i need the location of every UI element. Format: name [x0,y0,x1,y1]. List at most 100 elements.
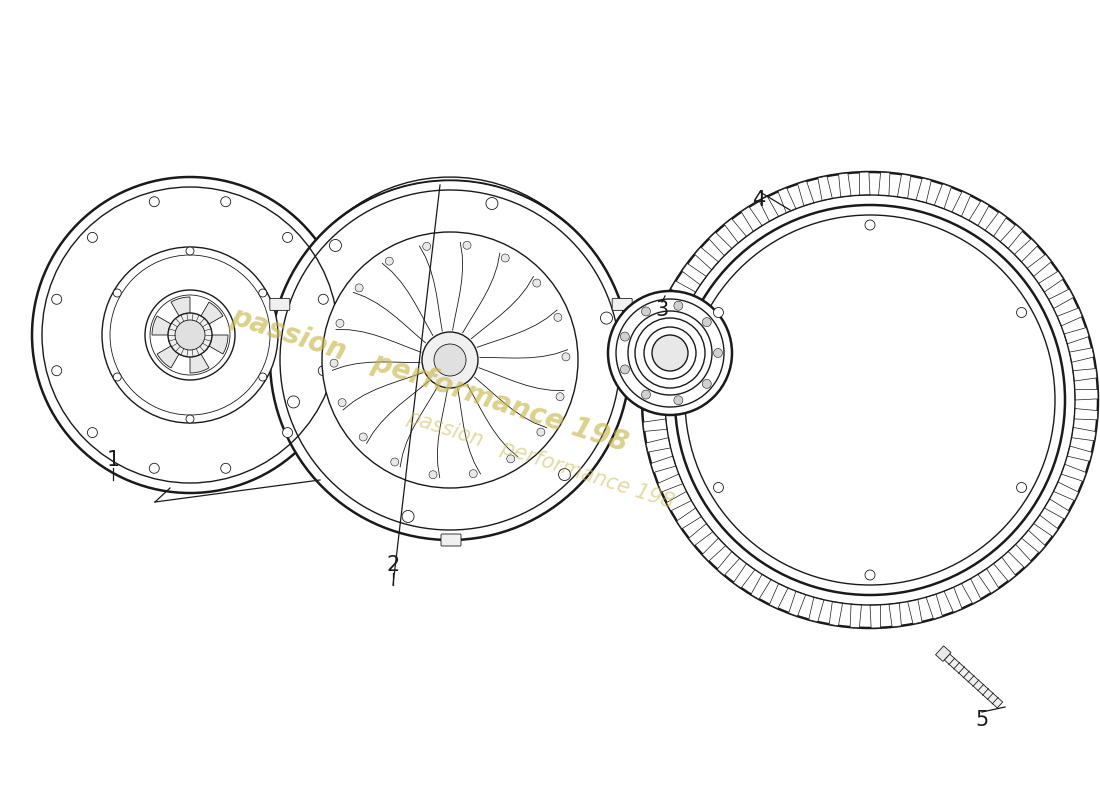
Polygon shape [1054,482,1078,501]
Polygon shape [642,380,666,391]
Text: 2: 2 [386,555,399,575]
Polygon shape [934,184,952,209]
Circle shape [102,247,278,423]
Circle shape [865,220,874,230]
Circle shape [601,312,613,324]
Circle shape [559,469,571,481]
Circle shape [336,319,344,327]
Polygon shape [671,281,695,301]
Polygon shape [658,474,683,492]
Polygon shape [648,338,673,354]
Text: passion   performance 198: passion performance 198 [404,407,676,513]
Polygon shape [1067,446,1092,462]
Polygon shape [978,569,999,594]
Circle shape [390,458,399,466]
Polygon shape [644,419,667,431]
Polygon shape [157,335,190,368]
Circle shape [150,463,160,474]
Polygon shape [645,359,669,373]
Polygon shape [190,335,209,373]
Circle shape [463,242,471,250]
Circle shape [186,415,194,423]
Polygon shape [1038,271,1064,292]
Circle shape [652,335,688,371]
Polygon shape [936,646,952,662]
Polygon shape [969,201,989,226]
Circle shape [87,233,98,242]
Polygon shape [859,172,870,195]
Polygon shape [829,602,843,626]
Polygon shape [170,297,190,335]
Circle shape [556,393,564,401]
Polygon shape [798,181,814,206]
Polygon shape [1022,530,1045,553]
Polygon shape [850,604,861,628]
Circle shape [283,427,293,438]
Circle shape [635,318,705,388]
Polygon shape [725,218,747,243]
Polygon shape [689,523,713,546]
Circle shape [641,390,650,399]
Polygon shape [734,563,755,588]
Circle shape [258,289,266,297]
Circle shape [403,510,414,522]
Circle shape [283,233,293,242]
Circle shape [620,332,629,341]
Circle shape [150,197,160,206]
Polygon shape [1062,464,1086,482]
Circle shape [422,332,478,388]
Circle shape [338,398,346,406]
Polygon shape [952,191,970,217]
Polygon shape [653,318,679,336]
Circle shape [714,349,723,358]
Circle shape [644,327,696,379]
Polygon shape [898,174,911,198]
Circle shape [608,291,732,415]
Polygon shape [1044,499,1069,519]
Polygon shape [808,597,824,622]
Circle shape [620,365,629,374]
Polygon shape [778,188,796,213]
Polygon shape [190,302,223,335]
Polygon shape [667,491,692,511]
Polygon shape [889,603,901,627]
Polygon shape [334,177,565,222]
Polygon shape [1000,225,1023,249]
Circle shape [385,257,394,265]
FancyBboxPatch shape [270,298,289,310]
Circle shape [186,247,194,255]
Circle shape [287,396,299,408]
Circle shape [470,470,477,478]
Polygon shape [916,178,932,203]
Circle shape [329,239,341,251]
Polygon shape [879,172,890,196]
Polygon shape [838,173,851,197]
Circle shape [434,344,466,376]
Circle shape [360,433,367,441]
Circle shape [168,313,212,357]
Circle shape [675,205,1065,595]
Polygon shape [944,587,962,612]
Polygon shape [986,212,1006,237]
Polygon shape [759,197,779,222]
Circle shape [628,311,712,395]
Polygon shape [694,247,718,270]
Circle shape [175,320,205,350]
FancyBboxPatch shape [441,534,461,546]
Circle shape [270,180,630,540]
Polygon shape [993,557,1015,582]
Text: 3: 3 [656,300,669,320]
Circle shape [113,289,121,297]
Circle shape [562,353,570,361]
Circle shape [322,232,578,488]
Circle shape [865,570,874,580]
Circle shape [52,294,62,304]
Circle shape [330,359,338,367]
Circle shape [429,470,437,478]
Polygon shape [870,605,880,628]
Polygon shape [741,206,762,231]
Polygon shape [944,654,1003,708]
Polygon shape [1072,369,1097,381]
Circle shape [554,314,562,322]
Polygon shape [717,551,740,575]
